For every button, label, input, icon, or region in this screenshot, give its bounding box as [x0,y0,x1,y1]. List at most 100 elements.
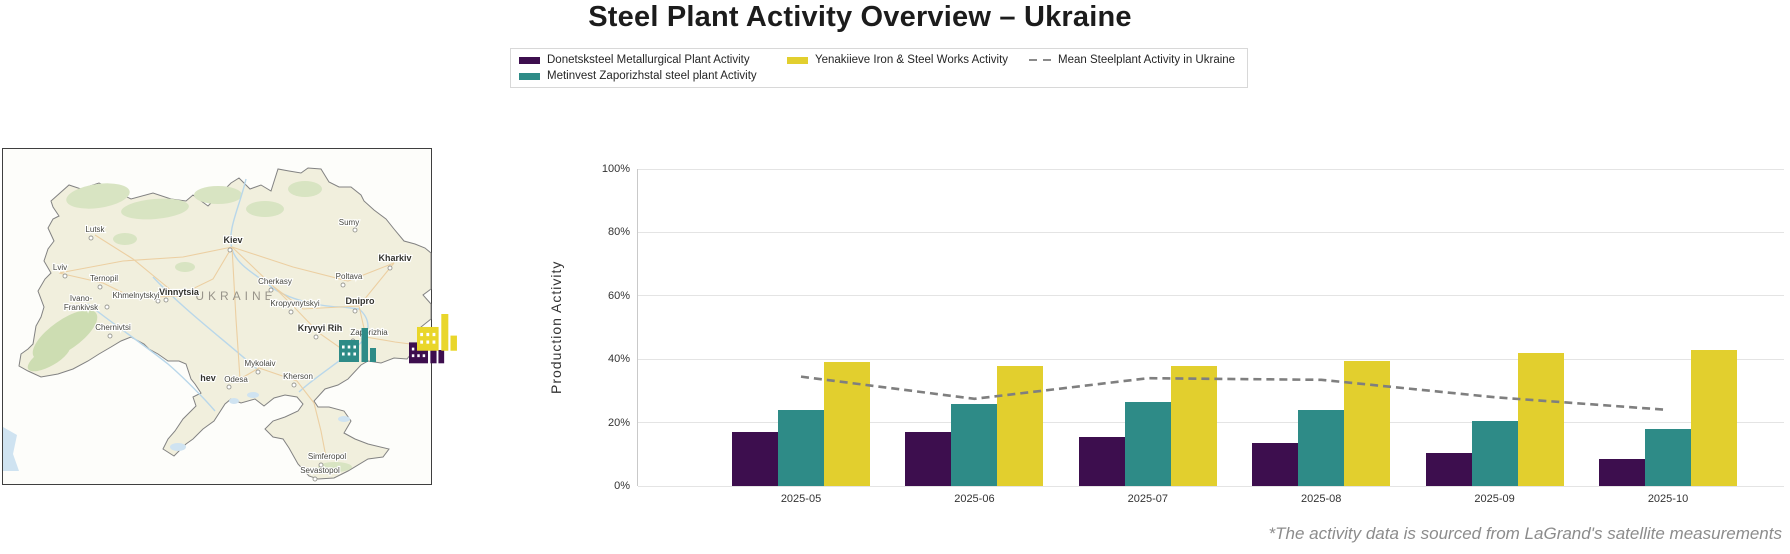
bar-2025-05-series2 [824,362,870,486]
bar-2025-06-series2 [997,365,1044,486]
bar-2025-10-series2 [1691,349,1737,486]
legend-swatch-yenakiieve [787,56,808,64]
legend-label: Metinvest Zaporizhstal steel plant Activ… [547,70,757,82]
legend-label: Mean Steelplant Activity in Ukraine [1058,54,1236,66]
y-tick-label: 60% [607,289,630,302]
legend-dash-icon [1029,58,1051,62]
city-label-kropyvnytskyi: Kropyvnytskyi [270,299,320,308]
legend-label: Donetsksteel Metallurgical Plant Activit… [547,54,750,66]
city-label-vinnytsia: Vinnytsia [159,287,200,297]
bar-2025-09-series0 [1425,452,1472,486]
bar-2025-07-series2 [1170,365,1217,486]
city-label-cherkasy: Cherkasy [258,277,292,286]
clipped-city-label: hev [200,373,216,383]
city-label-sumy: Sumy [339,218,359,227]
city-marker-sumy [352,227,358,233]
legend-swatch-donetsksteel [519,56,540,64]
bar-2025-07-series1 [1124,402,1171,486]
y-tick-label: 80% [607,226,630,239]
bar-2025-09-series2 [1517,352,1564,486]
city-marker-dnipro [352,308,358,314]
legend-item-mean: Mean Steelplant Activity in Ukraine [1029,54,1235,66]
city-marker-kryvyi-rih [313,334,319,340]
city-marker-khmelnytskyi [155,298,161,304]
x-tick-label: 2025-07 [1127,493,1168,505]
chart-legend: Donetsksteel Metallurgical Plant Activit… [510,48,1249,88]
city-label-simferopol: Simferopol [308,452,346,461]
bar-2025-06-series1 [951,403,998,486]
city-label-ivano-frankivsk: Ivano-Frankivsk [64,294,99,312]
bar-2025-05-series1 [778,409,824,486]
gridline-80 [638,231,1784,233]
gridline-40 [638,358,1784,360]
city-marker-mykolaiv [255,369,261,375]
city-marker-ivano-frankivsk [104,304,110,310]
ukraine-map-svg: UKRAINE Lutsk Lviv Ternopil Khmelnytskyi Vin… [3,167,457,482]
city-marker-ternopil [97,284,103,290]
gridline-0 [638,485,1784,487]
ukraine-map: UKRAINE Lutsk Lviv Ternopil Khmelnytskyi Vin… [2,148,457,485]
y-tick-label: 0% [614,480,630,492]
city-marker-vinnytsia [163,297,169,303]
city-marker-kharkiv [387,265,393,271]
page-title: Steel Plant Activity Overview – Ukraine [588,1,1132,33]
city-label-chernivtsi: Chernivtsi [95,323,131,332]
bar-2025-08-series0 [1252,443,1299,486]
city-marker-simferopol [318,462,324,468]
bar-2025-09-series1 [1471,421,1518,486]
x-tick-label: 2025-05 [780,493,822,505]
y-tick-label: 40% [607,353,630,366]
city-marker-lviv [62,273,68,279]
city-marker-lutsk [88,235,94,241]
city-marker-kiev [227,247,233,253]
bar-2025-10-series1 [1645,428,1691,486]
city-label-sevastopol: Sevastopol [300,466,340,475]
city-marker-kherson [291,382,297,388]
y-tick-label: 20% [607,416,630,429]
gridline-60 [638,295,1784,297]
city-label-zaporizhia: Zaporizhia [350,328,388,337]
legend-swatch-metinvest [519,72,540,80]
city-marker-cherkasy [268,287,274,293]
country-outline [18,167,432,480]
gridline-100 [638,168,1784,170]
legend-label: Yenakiieve Iron & Steel Works Activity [815,54,1009,66]
city-label-lutsk: Lutsk [85,225,105,234]
bar-2025-08-series1 [1298,409,1345,486]
country-label: UKRAINE [195,289,276,303]
city-label-odesa: Odesa [224,375,248,384]
legend-item-yenakiieve: Yenakiieve Iron & Steel Works Activity [787,54,1019,66]
city-label-mykolaiv: Mykolaiv [244,359,275,368]
city-label-kiev: Kiev [223,235,242,245]
city-label-khmelnytskyi: Khmelnytskyi [112,291,159,300]
city-marker-poltava [340,282,346,288]
city-marker-chernivtsi [107,333,113,339]
city-marker-sevastopol [312,476,318,482]
source-footnote: *The activity data is sourced from LaGra… [1268,524,1782,543]
factory-icon-yenakiieve-iron-steel-works [417,314,457,351]
bar-2025-05-series0 [732,432,778,486]
city-label-dnipro: Dnipro [346,296,375,306]
city-label-kryvyi-rih: Kryvyi Rih [298,323,343,333]
bar-2025-06-series0 [905,432,952,486]
bar-chart-plot-area: 0% 20% 40% 60% 80% 100% 2025-05 2025-06 2025-07 2… [602,163,1784,505]
y-axis-title: Production Activity [548,260,564,395]
y-tick-label: 100% [601,163,630,175]
city-label-kharkiv: Kharkiv [378,253,411,263]
x-tick-label: 2025-10 [1647,493,1689,505]
city-marker-odesa [226,384,232,390]
x-tick-label: 2025-08 [1301,493,1342,505]
city-label-kherson: Kherson [283,372,313,381]
bar-2025-08-series2 [1344,360,1391,486]
city-label-ternopil: Ternopil [90,274,118,283]
city-label-lviv: Lviv [53,263,67,272]
x-tick-label: 2025-09 [1474,493,1515,505]
factory-icon-metinvest-zaporizhstal-steel-plant [339,328,376,362]
coastal-water [3,392,350,471]
legend-item-donetsksteel: Donetsksteel Metallurgical Plant Activit… [519,54,777,66]
city-marker-kropyvnytskyi [288,309,294,315]
road-lines [58,234,419,458]
x-tick-label: 2025-06 [954,493,995,505]
legend-item-metinvest: Metinvest Zaporizhstal steel plant Activ… [519,70,777,82]
map-dynamic-layer: Lutsk Lviv Ternopil Khmelnytskyi Vinnytsia Iv… [52,217,457,482]
